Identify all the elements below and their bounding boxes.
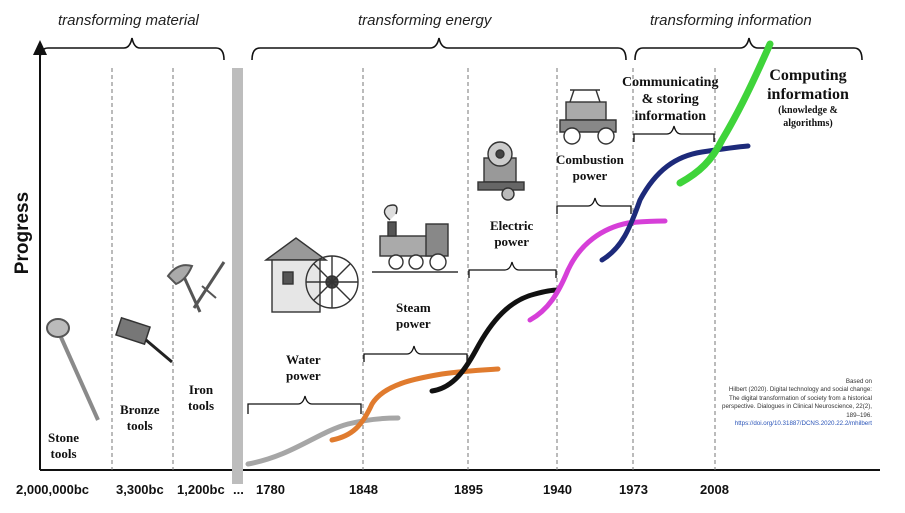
- stage-label-line: Electric: [490, 218, 534, 233]
- water-wheel-icon: [263, 237, 359, 313]
- tick-label: ...: [233, 482, 244, 497]
- tick-label: 1848: [349, 482, 378, 497]
- stage-label-line: Stone: [48, 430, 80, 445]
- tick-label: 1895: [454, 482, 483, 497]
- stage-label-water-power: Water power: [286, 352, 321, 384]
- tick-label: 2,000,000bc: [16, 482, 90, 497]
- stage-label-line: power: [286, 368, 321, 383]
- curve-computing: [676, 40, 774, 187]
- iron-tool-icon: [166, 261, 226, 313]
- curve-communicating: [599, 143, 751, 263]
- brace-material: [39, 37, 225, 61]
- curve-combustion-power: [527, 218, 668, 323]
- axis-break: [232, 68, 243, 484]
- stage-label-line: Water: [286, 352, 321, 367]
- stage-label-line: Communicating: [622, 75, 719, 90]
- era-label-energy: transforming energy: [358, 12, 492, 29]
- tick-label: 2008: [700, 482, 729, 497]
- brace-water-power: [247, 395, 362, 414]
- curve-steam-power: [329, 366, 501, 443]
- stage-label-bronze-tools: Bronze tools: [120, 402, 159, 434]
- brace-information: [634, 37, 863, 61]
- tick-label: 1940: [543, 482, 572, 497]
- stage-label-line: power: [396, 316, 431, 331]
- stage-label-steam-power: Steam power: [396, 300, 431, 332]
- stage-label-line: tools: [50, 446, 77, 461]
- era-dividers: [111, 68, 716, 470]
- era-braces: [39, 37, 863, 61]
- stage-label-line: power: [572, 168, 608, 183]
- stage-label-line: Bronze: [120, 402, 160, 417]
- stage-label-line: power: [494, 234, 529, 249]
- stage-label-iron-tools: Iron tools: [188, 382, 214, 414]
- curve-water-power: [245, 415, 401, 467]
- stage-braces: [247, 125, 715, 414]
- brace-electric-power: [468, 261, 557, 278]
- electric-generator-icon: [477, 141, 525, 201]
- stage-label-line: tools: [126, 418, 153, 433]
- stage-label-line: (knowledge & algorithms): [778, 105, 838, 129]
- citation-text: Hilbert (2020). Digital technology and s…: [722, 386, 872, 419]
- stage-label-combustion-power: Combustion power: [556, 152, 624, 184]
- brace-steam-power: [363, 345, 468, 362]
- brace-combustion-power: [556, 197, 632, 214]
- stage-label-stone-tools: Stone tools: [48, 430, 79, 462]
- y-axis-label: Progress: [12, 191, 34, 275]
- stone-tool-icon: [46, 318, 100, 421]
- stage-label-line: & storing: [641, 92, 699, 107]
- stage-label-line: Combustion: [556, 152, 624, 167]
- stage-label-communicating: Communicating & storing information: [622, 74, 718, 125]
- curve-electric-power: [429, 287, 561, 394]
- steam-locomotive-icon: [372, 204, 458, 273]
- y-axis-arrow: [33, 40, 47, 55]
- stage-label-line: Computing: [769, 67, 847, 84]
- stage-label-line: tools: [188, 398, 214, 413]
- tick-label: 1,200bc: [177, 482, 225, 497]
- citation-lead: Based on: [845, 378, 872, 385]
- stage-label-computing: Computing information (knowledge & algor…: [760, 66, 856, 130]
- citation: Based on Hilbert (2020). Digital technol…: [722, 378, 872, 428]
- stage-label-line: Steam: [396, 300, 431, 315]
- automobile-icon: [559, 89, 617, 145]
- tick-label: 1780: [256, 482, 285, 497]
- brace-communicating: [633, 125, 715, 142]
- stage-label-line: information: [634, 109, 706, 124]
- tick-label: 1973: [619, 482, 648, 497]
- tick-label: 3,300bc: [116, 482, 164, 497]
- bronze-tool-icon: [115, 316, 173, 364]
- stage-label-line: Iron: [188, 382, 214, 397]
- citation-doi-link[interactable]: https://doi.org/10.31887/DCNS.2020.22.2/…: [734, 420, 872, 428]
- progress-curves: [245, 40, 774, 467]
- era-label-information: transforming information: [650, 12, 812, 29]
- brace-energy: [251, 37, 627, 61]
- stage-label-line: information: [767, 86, 849, 103]
- era-label-material: transforming material: [58, 12, 199, 29]
- stage-label-electric-power: Electric power: [490, 218, 533, 250]
